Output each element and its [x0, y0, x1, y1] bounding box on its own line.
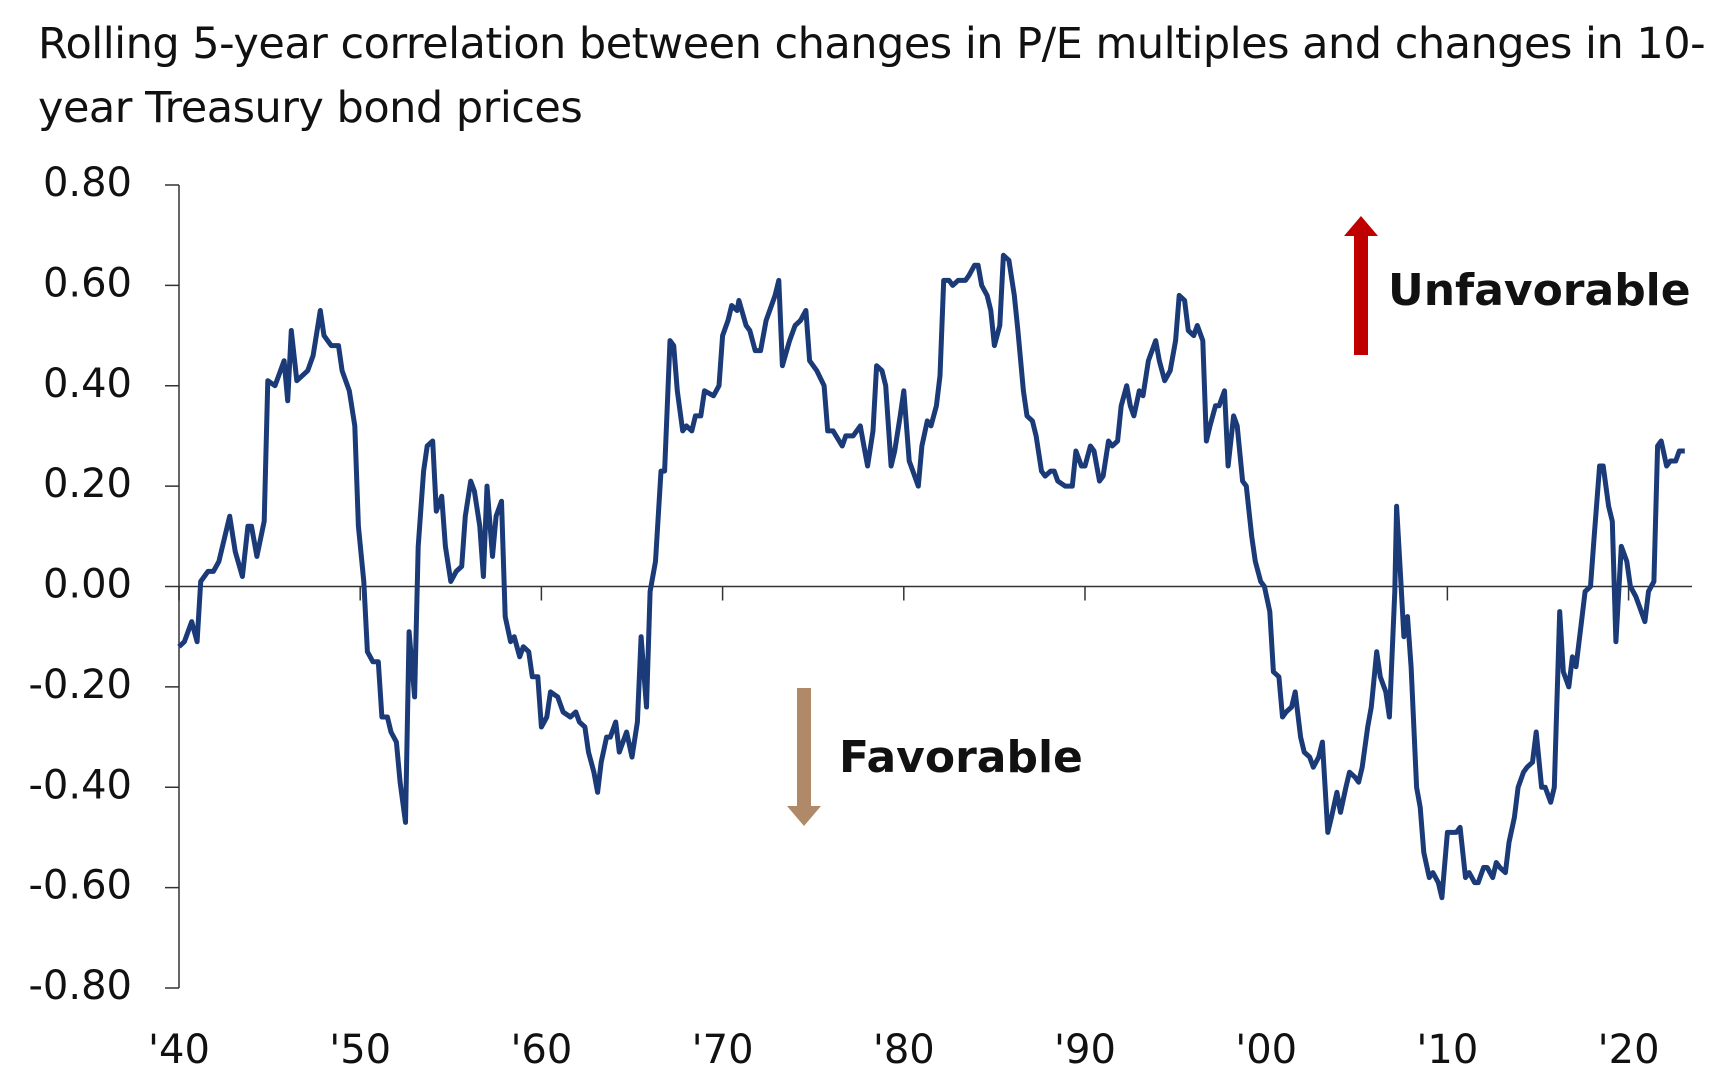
x-tick-label: '60: [510, 1027, 572, 1071]
y-tick-label: 0.60: [43, 260, 132, 306]
y-tick-label: 0.40: [43, 361, 132, 407]
y-tick-label: 0.20: [43, 461, 132, 507]
x-tick-label: '20: [1598, 1027, 1660, 1071]
annotation: Unfavorable: [1388, 265, 1691, 316]
y-tick-label: 0.00: [43, 562, 132, 608]
annotation: Favorable: [839, 732, 1083, 783]
data-line: [177, 252, 1685, 901]
x-tick-label: '70: [692, 1027, 754, 1071]
y-tick-label: -0.20: [29, 662, 133, 708]
favorable-arrow-head: [787, 806, 821, 826]
x-tick-label: '90: [1054, 1027, 1116, 1071]
y-tick-label: -0.60: [29, 863, 133, 909]
chart-title: Rolling 5-year correlation between chang…: [38, 19, 1706, 133]
x-tick-label: '80: [873, 1027, 935, 1071]
x-tick-label: '10: [1416, 1027, 1478, 1071]
x-tick-label: '40: [148, 1027, 210, 1071]
x-tick-label: '00: [1235, 1027, 1297, 1071]
y-tick-label: -0.80: [29, 963, 133, 1009]
unfavorable-arrow-head: [1344, 216, 1378, 236]
y-tick-label: 0.80: [43, 160, 132, 206]
x-tick-label: '50: [329, 1027, 391, 1071]
y-tick-label: -0.40: [29, 762, 133, 808]
